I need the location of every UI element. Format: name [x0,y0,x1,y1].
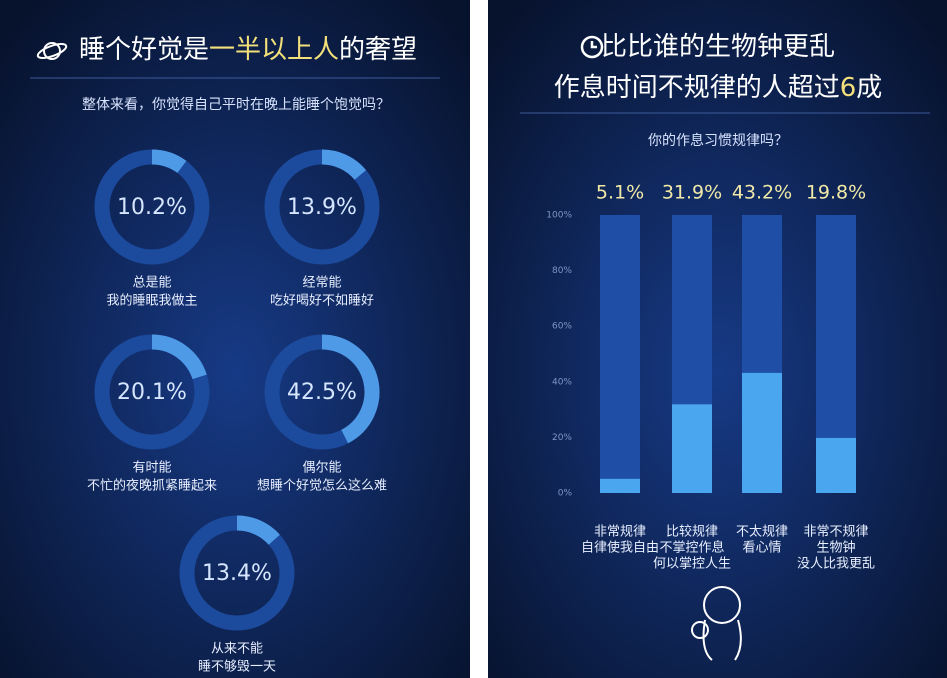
category-label: 想睡个好觉怎么这么难 [257,478,387,494]
y-tick-label: 60% [552,322,572,332]
category-label: 看心情 [742,540,781,556]
value-label: 20.1% [117,380,187,405]
y-tick-label: 40% [552,377,572,387]
value-label: 5.1% [596,182,644,204]
category-label: 吃好喝好不如睡好 [270,293,374,309]
category-label: 没人比我更乱 [797,557,875,572]
bar [672,404,712,493]
title-part: 作息时间 [554,73,658,103]
category-label: 何以掌控人生 [653,556,731,572]
y-tick-label: 0% [558,489,573,499]
category-label: 比较规律 [666,525,718,540]
title-part: 一半以上人 [209,35,339,65]
title-part: 6 [840,73,857,103]
title-part: 比比谁的生物钟更乱 [601,32,835,62]
value-label: 19.8% [806,182,866,204]
clock-icon [580,35,604,59]
title-part: 睡个好觉是 [79,35,209,65]
donut-arc [321,149,367,180]
donut-arc [151,149,187,174]
chart-title: 比比谁的生物钟更乱 [601,32,835,62]
category-label: 不太规律 [736,525,788,540]
y-tick-label: 20% [552,433,572,443]
category-label: 从来不能 [211,642,263,657]
bar [600,478,640,493]
title-part: 不规律 [658,73,736,103]
value-label: 13.4% [202,561,272,586]
category-label: 不忙的夜晚抓紧睡起来 [87,478,217,494]
category-label: 生物钟 [816,540,855,556]
value-label: 13.9% [287,195,357,220]
title-part: 成 [856,73,882,103]
category-label: 自律使我自由 [581,540,659,556]
bar [742,372,782,493]
bar [816,437,856,493]
chart-title: 睡个好觉是一半以上人的奢望 [79,35,417,65]
y-tick-label: 80% [552,266,572,276]
category-label: 偶尔能 [302,461,341,476]
donut-arc [151,334,207,380]
subtitle: 整体来看，你觉得自己平时在晚上能睡个饱觉吗？ [82,96,390,113]
title-part: 的人超过 [736,73,840,103]
subtitle: 你的作息习惯规律吗？ [648,132,788,149]
category-label: 有时能 [132,461,171,476]
category-label: 睡不够毁一天 [198,660,276,675]
category-label: 不掌控作息 [659,540,724,556]
value-label: 31.9% [662,182,722,204]
value-label: 43.2% [732,182,792,204]
category-label: 我的睡眠我做主 [106,293,197,309]
bar-track [600,215,640,493]
y-tick-label: 100% [546,211,572,221]
value-label: 42.5% [287,380,357,405]
cartoon [691,586,742,661]
donut-arc [236,515,280,545]
category-label: 总是能 [132,276,171,291]
left-panel [0,0,470,678]
planet-icon [36,42,68,60]
category-label: 非常不规律 [803,525,868,540]
donut-arc [321,334,380,444]
title-part: 的奢望 [339,35,417,65]
category-label: 经常能 [302,276,341,291]
value-label: 10.2% [117,195,187,220]
chart-title: 作息时间不规律的人超过6成 [554,73,883,103]
category-label: 非常规律 [594,525,646,540]
